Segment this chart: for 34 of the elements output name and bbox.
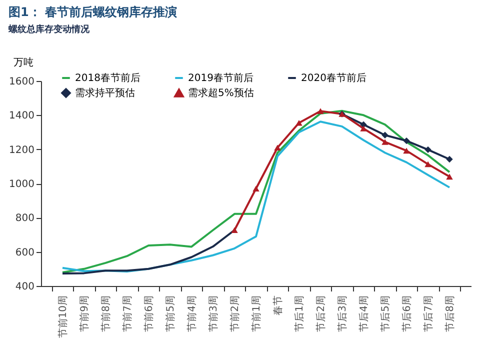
y-axis-title: 万吨 (14, 56, 34, 68)
x-tick-label: 节后7周 (422, 296, 434, 332)
x-tick-label: 节前1周 (250, 296, 262, 332)
chart-title: 图1： 春节前后螺纹钢库存推演 (8, 5, 178, 19)
x-tick-label: 节前3周 (208, 296, 220, 332)
x-tick-label: 节后6周 (401, 296, 413, 332)
legend-label: 需求超5%预估 (188, 87, 254, 99)
chart-subtitle: 螺纹总库存变动情况 (8, 24, 91, 35)
x-tick-label: 节前7周 (122, 296, 134, 332)
legend-label: 2019春节前后 (188, 72, 254, 84)
y-tick-label: 1200 (9, 144, 34, 156)
x-tick-label: 节后2周 (315, 296, 327, 332)
legend-label: 2020春节前后 (301, 72, 366, 84)
y-tick-label: 1600 (9, 76, 34, 88)
y-tick-label: 1000 (9, 179, 34, 190)
y-tick-label: 600 (15, 247, 34, 258)
x-tick-label: 节后4周 (358, 296, 370, 332)
x-tick-label: 节前4周 (186, 296, 198, 332)
x-tick-label: 节前10周 (57, 296, 69, 338)
x-tick-label: 节前6周 (143, 296, 155, 332)
x-tick-label: 节前8周 (100, 296, 112, 332)
y-tick-label: 400 (15, 282, 34, 292)
x-tick-label: 节后8周 (444, 296, 456, 332)
y-tick-label: 1400 (9, 110, 34, 122)
x-tick-label: 春节 (272, 296, 284, 316)
x-tick-label: 节后1周 (294, 296, 306, 332)
x-tick-label: 节前2周 (229, 296, 241, 332)
x-tick-label: 节后5周 (380, 296, 392, 332)
x-tick-label: 节前9周 (78, 296, 90, 332)
x-tick-label: 节后3周 (336, 296, 348, 332)
legend-label: 2018春节前后 (75, 72, 140, 84)
x-tick-label: 节前5周 (164, 296, 176, 332)
y-tick-label: 800 (15, 213, 34, 224)
legend-label: 需求持平预估 (75, 87, 135, 99)
